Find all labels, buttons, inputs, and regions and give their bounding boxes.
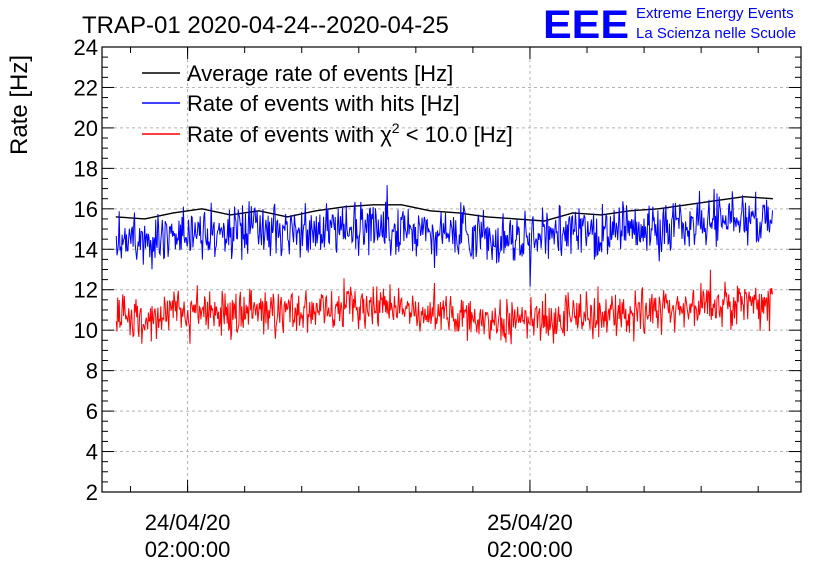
y-tick-label: 22 bbox=[74, 75, 98, 100]
legend-label-2: Rate of events with χ2 < 10.0 [Hz] bbox=[187, 120, 513, 147]
legend: Average rate of events [Hz] Rate of event… bbox=[142, 61, 513, 147]
series-point-0 bbox=[686, 204, 688, 206]
y-tick-label: 16 bbox=[74, 197, 98, 222]
series-point-0 bbox=[343, 206, 346, 208]
series-point-0 bbox=[543, 220, 545, 222]
series-point-0 bbox=[771, 198, 774, 200]
legend-label-1: Rate of events with hits [Hz] bbox=[187, 91, 460, 116]
y-tick-label: 14 bbox=[74, 237, 98, 262]
y-tick-label: 12 bbox=[74, 278, 98, 303]
series-point-0 bbox=[572, 212, 574, 214]
series-point-0 bbox=[657, 208, 659, 210]
logo-tagline-1: Extreme Energy Events bbox=[636, 5, 794, 22]
legend-label-0: Average rate of events [Hz] bbox=[187, 61, 453, 86]
series-group bbox=[115, 185, 774, 345]
series-point-0 bbox=[486, 216, 488, 218]
y-axis-label: Rate [Hz] bbox=[6, 55, 33, 155]
series-point-0 bbox=[714, 200, 717, 202]
grid bbox=[102, 47, 801, 492]
series-line-1 bbox=[115, 185, 773, 287]
series-point-0 bbox=[401, 204, 403, 206]
chart-title: TRAP-01 2020-04-24--2020-04-25 bbox=[82, 12, 449, 39]
series-point-0 bbox=[458, 212, 460, 214]
series-point-0 bbox=[115, 216, 117, 218]
series-point-0 bbox=[172, 212, 174, 214]
series-point-0 bbox=[315, 210, 317, 212]
series-line-0 bbox=[116, 195, 773, 222]
series-point-0 bbox=[229, 214, 231, 216]
series-point-0 bbox=[629, 210, 631, 212]
y-tick-label: 4 bbox=[86, 440, 98, 465]
series-point-0 bbox=[144, 218, 146, 220]
y-tick-label: 24 bbox=[74, 35, 98, 60]
y-tick-label: 10 bbox=[74, 318, 98, 343]
series-point-0 bbox=[201, 208, 203, 210]
y-tick-label: 2 bbox=[86, 480, 98, 505]
y-tick-label: 18 bbox=[74, 156, 98, 181]
x-tick-label-date: 24/04/20 bbox=[145, 510, 231, 535]
series-point-0 bbox=[600, 214, 602, 216]
y-tick-label: 20 bbox=[74, 116, 98, 141]
x-tick-label-time: 02:00:00 bbox=[487, 537, 573, 562]
y-tick-label: 8 bbox=[86, 359, 98, 384]
series-line-2 bbox=[115, 269, 773, 345]
x-tick-label-time: 02:00:00 bbox=[145, 537, 231, 562]
axes: 2468101214161820222424/04/2002:00:0025/0… bbox=[74, 35, 802, 562]
series-point-0 bbox=[286, 216, 288, 218]
series-point-0 bbox=[429, 210, 431, 212]
logo-tagline-2: La Scienza nelle Scuole bbox=[636, 25, 796, 42]
x-tick-label-date: 25/04/20 bbox=[487, 510, 573, 535]
series-point-0 bbox=[743, 196, 745, 198]
eee-logo: EEE bbox=[543, 3, 629, 47]
series-point-0 bbox=[258, 210, 260, 212]
y-tick-label: 6 bbox=[86, 399, 98, 424]
series-point-0 bbox=[372, 204, 374, 206]
series-point-0 bbox=[515, 218, 517, 220]
